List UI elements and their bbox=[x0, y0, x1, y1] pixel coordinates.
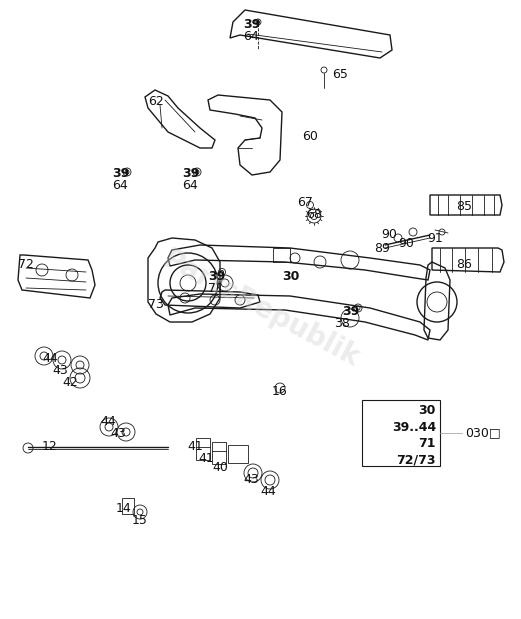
Text: 71: 71 bbox=[208, 282, 224, 295]
Text: 90: 90 bbox=[381, 228, 397, 241]
Text: 39: 39 bbox=[112, 167, 129, 180]
Text: 15: 15 bbox=[132, 514, 148, 527]
Text: 91: 91 bbox=[427, 232, 443, 245]
Text: 12: 12 bbox=[42, 440, 58, 453]
Text: 42: 42 bbox=[62, 376, 78, 389]
Bar bbox=[212, 442, 226, 464]
Text: 64: 64 bbox=[112, 179, 128, 192]
Text: 14: 14 bbox=[116, 502, 132, 515]
Text: 72: 72 bbox=[18, 258, 34, 271]
Text: 64: 64 bbox=[243, 30, 259, 43]
Text: 71: 71 bbox=[418, 437, 436, 450]
Text: 85: 85 bbox=[456, 200, 472, 213]
Text: 73: 73 bbox=[148, 298, 164, 311]
Text: 43: 43 bbox=[52, 364, 68, 377]
Text: 60: 60 bbox=[302, 130, 318, 143]
Text: 68: 68 bbox=[306, 208, 322, 221]
Text: 64: 64 bbox=[182, 179, 198, 192]
Text: 65: 65 bbox=[332, 68, 348, 81]
Text: 44: 44 bbox=[260, 485, 276, 498]
Bar bbox=[196, 438, 210, 460]
Text: 72/73: 72/73 bbox=[396, 454, 436, 467]
Text: 30: 30 bbox=[419, 404, 436, 417]
Text: 43: 43 bbox=[243, 473, 259, 486]
Text: 41: 41 bbox=[187, 440, 203, 453]
Text: 30: 30 bbox=[282, 270, 300, 283]
Bar bbox=[362, 400, 440, 466]
Text: 38: 38 bbox=[334, 317, 350, 330]
Text: 39..44: 39..44 bbox=[392, 421, 436, 434]
Text: 16: 16 bbox=[272, 385, 288, 398]
Bar bbox=[228, 445, 248, 463]
Text: 90: 90 bbox=[398, 237, 414, 250]
Text: 39: 39 bbox=[243, 18, 260, 31]
Text: 44: 44 bbox=[42, 352, 58, 365]
Text: 62: 62 bbox=[148, 95, 164, 108]
Text: 030□: 030□ bbox=[465, 426, 501, 439]
Text: 39: 39 bbox=[182, 167, 199, 180]
Text: 89: 89 bbox=[374, 242, 390, 255]
Text: 86: 86 bbox=[456, 258, 472, 271]
Text: PartsRepublik: PartsRepublik bbox=[157, 246, 364, 373]
Text: 67: 67 bbox=[297, 196, 313, 209]
Text: 43: 43 bbox=[110, 427, 126, 440]
Text: 39: 39 bbox=[208, 270, 225, 283]
Bar bbox=[122, 498, 134, 514]
Text: 44: 44 bbox=[100, 415, 116, 428]
Text: 41: 41 bbox=[198, 452, 214, 465]
Text: 39: 39 bbox=[342, 305, 359, 318]
Text: 40: 40 bbox=[212, 461, 228, 474]
